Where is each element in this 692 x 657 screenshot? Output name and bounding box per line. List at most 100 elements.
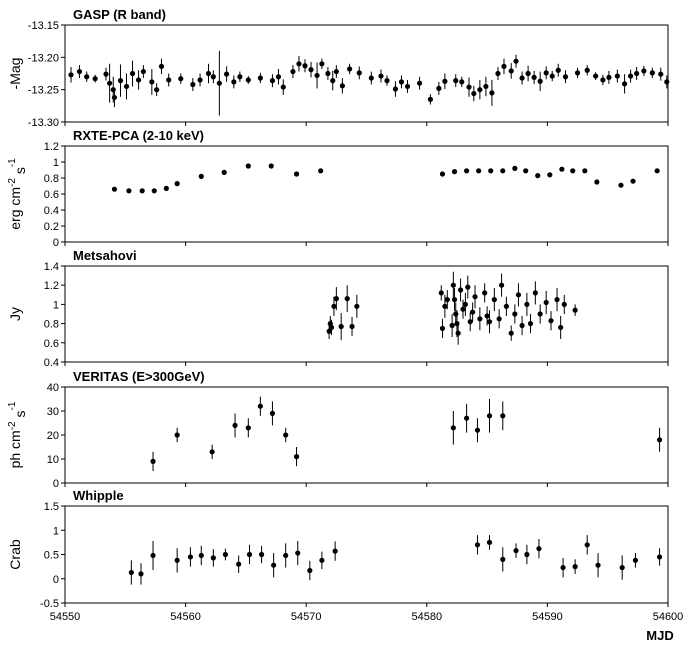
panel-title: GASP (R band) bbox=[73, 7, 166, 22]
data-point bbox=[512, 311, 518, 317]
data-point bbox=[558, 324, 564, 331]
x-tick-label: 54550 bbox=[50, 611, 81, 623]
data-point bbox=[488, 168, 494, 174]
data-point bbox=[496, 316, 502, 322]
y-tick-label: -0.5 bbox=[40, 598, 59, 610]
data-point bbox=[268, 163, 274, 169]
y-tick-label: 30 bbox=[47, 406, 59, 418]
data-point bbox=[110, 87, 116, 93]
data-point bbox=[330, 78, 336, 84]
data-point bbox=[111, 94, 118, 101]
data-point bbox=[500, 413, 506, 419]
data-point bbox=[347, 66, 353, 72]
data-point bbox=[512, 165, 518, 171]
data-point bbox=[275, 74, 282, 80]
data-point bbox=[269, 410, 276, 416]
data-point bbox=[68, 72, 74, 78]
data-point bbox=[302, 63, 308, 69]
data-point bbox=[338, 323, 344, 330]
data-point bbox=[619, 564, 625, 571]
data-point bbox=[128, 569, 134, 576]
data-point bbox=[467, 319, 473, 325]
data-point bbox=[450, 425, 456, 431]
data-point bbox=[555, 67, 561, 73]
data-point bbox=[535, 173, 541, 179]
data-point bbox=[537, 311, 543, 317]
y-axis-label: -Mag bbox=[7, 58, 23, 90]
data-point bbox=[656, 554, 663, 560]
data-point bbox=[245, 163, 251, 169]
data-point bbox=[308, 67, 314, 73]
data-point bbox=[245, 425, 251, 431]
data-point bbox=[537, 78, 543, 84]
y-tick-label: 0 bbox=[53, 574, 59, 586]
data-point bbox=[470, 309, 476, 315]
data-point bbox=[483, 83, 489, 90]
data-point bbox=[453, 78, 459, 84]
data-point bbox=[290, 68, 296, 75]
data-point bbox=[524, 551, 530, 558]
data-point bbox=[572, 307, 578, 313]
y-tick-label: 1 bbox=[53, 525, 59, 537]
y-tick-label: 0.8 bbox=[44, 319, 59, 331]
y-tick-label: -13.30 bbox=[28, 117, 59, 129]
data-point bbox=[465, 284, 471, 290]
data-point bbox=[654, 168, 660, 174]
data-point bbox=[482, 290, 488, 296]
data-point bbox=[210, 74, 216, 80]
panel-title: Metsahovi bbox=[73, 248, 137, 263]
data-point bbox=[649, 70, 655, 76]
data-point bbox=[658, 71, 664, 77]
y-tick-label: 0.6 bbox=[44, 189, 59, 201]
data-point bbox=[632, 557, 639, 563]
y-tick-label: 1.4 bbox=[44, 261, 59, 273]
data-point bbox=[486, 539, 493, 545]
data-point bbox=[554, 297, 560, 303]
data-point bbox=[543, 299, 549, 306]
y-tick-label: 1.2 bbox=[44, 280, 59, 292]
data-point bbox=[486, 413, 493, 419]
data-point bbox=[450, 282, 456, 288]
data-point bbox=[634, 70, 640, 77]
data-point bbox=[258, 551, 265, 558]
data-point bbox=[257, 403, 263, 409]
data-point bbox=[536, 546, 542, 552]
data-point bbox=[210, 555, 216, 561]
data-point bbox=[427, 96, 434, 102]
data-point bbox=[163, 185, 169, 191]
data-point bbox=[466, 84, 472, 90]
data-point bbox=[150, 552, 156, 559]
data-point bbox=[513, 58, 519, 64]
data-point bbox=[570, 168, 576, 174]
data-point bbox=[319, 61, 325, 67]
data-point bbox=[349, 323, 355, 330]
x-tick-label: 54580 bbox=[412, 611, 443, 623]
data-point bbox=[236, 561, 242, 567]
data-point bbox=[158, 63, 165, 69]
data-point bbox=[325, 70, 331, 77]
y-tick-label: 0.6 bbox=[44, 338, 59, 350]
data-point bbox=[561, 301, 567, 307]
data-point bbox=[444, 297, 450, 303]
y-tick-label: 1 bbox=[53, 299, 59, 311]
data-point bbox=[524, 301, 530, 307]
y-tick-label: 20 bbox=[47, 430, 59, 442]
data-point bbox=[245, 77, 251, 83]
data-point bbox=[174, 432, 180, 438]
data-point bbox=[594, 179, 600, 185]
data-point bbox=[123, 83, 130, 90]
x-tick-label: 54560 bbox=[170, 611, 201, 623]
data-point bbox=[491, 297, 497, 303]
panel-frame bbox=[64, 386, 669, 484]
data-point bbox=[513, 548, 519, 554]
data-point bbox=[151, 188, 157, 194]
panel-title: Whipple bbox=[73, 488, 124, 503]
data-point bbox=[500, 168, 506, 174]
data-point bbox=[584, 67, 590, 73]
panel-frame bbox=[64, 265, 669, 363]
data-point bbox=[140, 68, 146, 75]
data-point bbox=[231, 79, 237, 85]
panel-2: RXTE-PCA (2-10 keV) 0 0.2 0.4 0.6 0.8 1 1.2 erg … bbox=[7, 128, 669, 249]
data-point bbox=[384, 78, 390, 84]
x-tick-label: 54570 bbox=[291, 611, 322, 623]
